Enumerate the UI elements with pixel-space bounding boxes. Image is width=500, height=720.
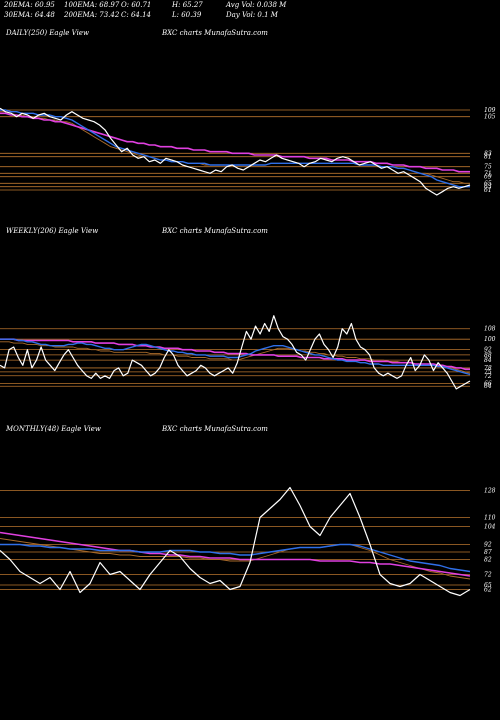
ema30-value: 30EMA: 64.48 <box>4 11 55 19</box>
low-value: L: 60.39 <box>172 11 202 19</box>
weekly-ema-magenta-line <box>0 338 470 371</box>
weekly-chart-panel: WEEKLY(206) Eagle View BXC charts Munafa… <box>0 227 496 390</box>
weekly-y-tick-label: 64 <box>484 383 492 390</box>
weekly-price-line <box>0 315 471 390</box>
weekly-y-tick-label: 75 <box>484 369 492 376</box>
weekly-y-tick-label: 92 <box>484 347 492 354</box>
daily-ema-magenta-line <box>0 112 470 173</box>
monthly-ema-magenta-line <box>0 531 471 577</box>
weekly-ema-brown-line <box>0 341 471 374</box>
daily-y-tick-label: 61 <box>484 187 492 194</box>
weekly-chart-source: BXC charts MunafaSutra.com <box>161 227 268 235</box>
monthly-y-tick-label: 104 <box>484 524 496 531</box>
weekly-y-tick-label: 72 <box>484 373 492 380</box>
weekly-y-tick-label: 84 <box>484 357 492 364</box>
weekly-y-tick-label: 66 <box>484 381 492 388</box>
daily-y-tick-label: 71 <box>484 170 492 177</box>
daily-ema-blue-line <box>0 109 470 188</box>
indicator-stats: 20EMA: 60.95 100EMA: 68.97 O: 60.71 H: 65.2… <box>4 0 286 20</box>
ema100-value: 100EMA: 68.97 <box>64 1 120 9</box>
weekly-y-tick-label: 100 <box>484 336 496 343</box>
monthly-y-tick-label: 65 <box>484 582 492 589</box>
monthly-y-tick-label: 92 <box>484 542 492 549</box>
weekly-y-tick-label: 88 <box>484 352 492 359</box>
high-value: H: 65.27 <box>172 1 203 9</box>
daily-y-tick-label: 81 <box>484 154 492 161</box>
open-value: O: 60.71 <box>121 1 152 9</box>
monthly-ema-blue-line <box>0 543 471 573</box>
avg-vol-value: Avg Vol: 0.038 M <box>226 1 287 9</box>
day-vol-value: Day Vol: 0.1 M <box>226 11 278 19</box>
daily-y-tick-label: 109 <box>484 107 496 114</box>
monthly-y-tick-label: 72 <box>484 572 492 579</box>
daily-y-tick-label: 65 <box>484 180 492 187</box>
monthly-y-tick-label: 62 <box>484 587 492 594</box>
monthly-y-tick-label: 128 <box>484 488 496 495</box>
monthly-chart-source: BXC charts MunafaSutra.com <box>161 425 268 433</box>
ema20-value: 20EMA: 60.95 <box>4 1 55 9</box>
daily-y-tick-label: 69 <box>484 174 492 181</box>
weekly-chart-title: WEEKLY(206) Eagle View <box>6 227 98 235</box>
daily-y-tick-label: 75 <box>484 164 492 171</box>
daily-y-tick-label: 83 <box>484 150 492 157</box>
daily-chart-panel: DAILY(250) Eagle View BXC charts MunafaS… <box>0 29 496 196</box>
close-value: C: 64.14 <box>121 11 151 19</box>
daily-chart-source: BXC charts MunafaSutra.com <box>161 29 268 37</box>
monthly-ema-brown-line <box>0 538 471 580</box>
monthly-y-tick-label: 82 <box>484 557 492 564</box>
weekly-y-tick-label: 78 <box>484 365 492 372</box>
monthly-y-tick-label: 110 <box>484 515 496 522</box>
stats-row-2: 30EMA: 64.48 200EMA: 73.42 C: 64.14 L: 60.3… <box>4 10 286 20</box>
daily-y-tick-label: 63 <box>484 184 492 191</box>
monthly-price-line <box>0 486 471 597</box>
monthly-chart-panel: MONTHLY(48) Eagle View BXC charts Munafa… <box>0 425 496 597</box>
ema200-value: 200EMA: 73.42 <box>64 11 120 19</box>
daily-price-line <box>0 107 471 196</box>
weekly-ema-blue-line <box>0 338 471 376</box>
daily-y-tick-label: 105 <box>484 114 496 121</box>
daily-chart-title: DAILY(250) Eagle View <box>5 29 89 37</box>
monthly-chart-title: MONTHLY(48) Eagle View <box>5 425 101 433</box>
stats-row-1: 20EMA: 60.95 100EMA: 68.97 O: 60.71 H: 65.2… <box>4 0 286 10</box>
monthly-y-tick-label: 87 <box>484 549 492 556</box>
weekly-y-tick-label: 108 <box>484 326 496 333</box>
